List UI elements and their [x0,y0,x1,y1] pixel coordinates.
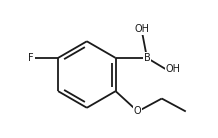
Text: O: O [134,106,141,116]
Text: F: F [28,53,34,63]
Text: OH: OH [165,64,181,74]
Text: OH: OH [135,24,150,34]
Text: B: B [144,53,150,63]
